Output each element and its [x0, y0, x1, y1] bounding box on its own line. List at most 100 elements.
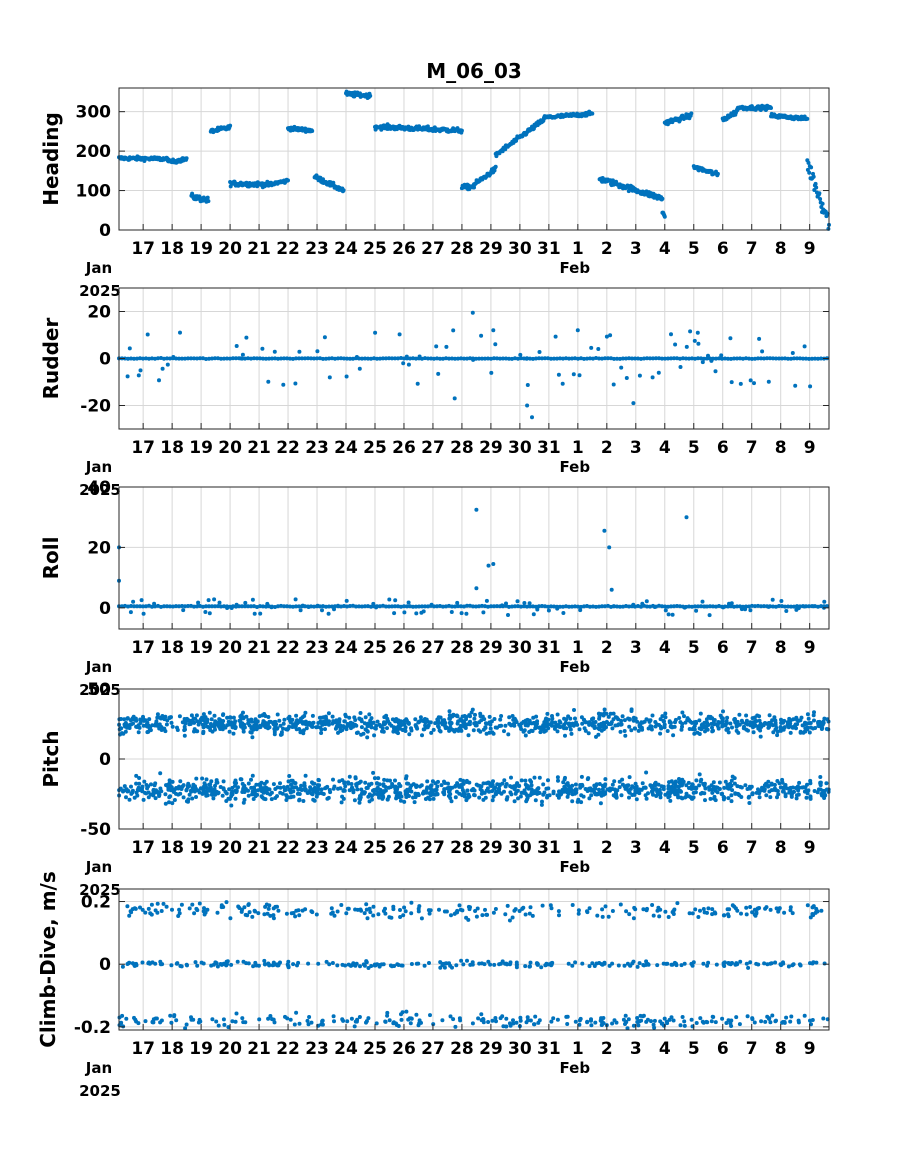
data-point	[572, 791, 577, 796]
data-point	[573, 782, 578, 787]
data-point	[228, 715, 233, 720]
data-point	[398, 915, 403, 919]
x-tick-label: 8	[775, 239, 787, 259]
data-point	[186, 604, 190, 608]
data-point	[402, 610, 407, 615]
data-point	[816, 356, 820, 361]
data-point	[199, 960, 204, 965]
data-point	[611, 793, 616, 798]
data-point	[752, 1020, 757, 1025]
data-point	[163, 801, 168, 806]
data-point	[712, 910, 717, 915]
data-point	[297, 356, 301, 361]
data-point	[194, 776, 199, 781]
data-point	[409, 789, 414, 794]
data-point	[121, 731, 126, 736]
data-point	[320, 608, 324, 613]
data-point	[423, 356, 427, 361]
data-point	[565, 1022, 570, 1026]
y-axis-label: Rudder	[39, 318, 63, 400]
data-point	[794, 796, 799, 801]
data-point	[596, 732, 601, 737]
data-point	[600, 783, 605, 788]
data-point	[368, 93, 373, 98]
data-point	[735, 356, 739, 361]
data-point	[540, 356, 544, 361]
data-point	[447, 716, 452, 721]
data-point	[119, 726, 124, 731]
x-tick-label: 24	[334, 239, 358, 259]
data-point	[585, 356, 589, 361]
x-tick-label: 1	[572, 638, 584, 658]
data-point	[403, 792, 408, 797]
data-point	[184, 1022, 189, 1027]
data-point	[480, 356, 484, 361]
data-point	[358, 964, 362, 969]
data-point	[143, 790, 147, 795]
x-tick-label: 7	[746, 638, 758, 658]
data-point	[788, 730, 793, 735]
data-point	[812, 710, 816, 715]
x-tick-label: 30	[508, 438, 532, 458]
data-point	[757, 336, 762, 341]
data-point	[579, 774, 584, 779]
data-point	[141, 611, 146, 616]
data-point	[446, 794, 451, 798]
data-point	[300, 356, 304, 361]
data-point	[507, 918, 512, 923]
data-point	[438, 356, 442, 361]
data-point	[513, 718, 518, 723]
data-point	[239, 777, 244, 782]
data-point	[668, 720, 673, 725]
data-point	[349, 1016, 354, 1021]
data-point	[481, 610, 486, 615]
data-point	[476, 783, 481, 788]
data-point	[570, 356, 574, 361]
data-point	[676, 795, 681, 800]
data-point	[339, 356, 343, 361]
data-point	[603, 777, 608, 782]
data-point	[155, 901, 160, 906]
data-point	[611, 717, 616, 722]
data-point	[755, 713, 760, 718]
data-point	[510, 915, 515, 920]
data-point	[229, 962, 234, 967]
data-point	[523, 778, 528, 783]
data-point	[602, 707, 607, 712]
data-point	[169, 720, 174, 725]
data-point	[414, 961, 419, 966]
data-point	[716, 720, 721, 724]
data-point	[122, 717, 127, 722]
data-point	[729, 601, 734, 606]
data-point	[495, 356, 499, 361]
data-point	[633, 356, 637, 361]
data-point	[350, 724, 355, 729]
data-point	[577, 727, 582, 732]
data-point	[348, 963, 353, 968]
data-point	[204, 777, 209, 782]
data-point	[484, 731, 489, 736]
data-point	[177, 907, 182, 912]
data-point	[184, 799, 189, 804]
data-point	[479, 961, 484, 966]
data-point	[429, 356, 433, 361]
x-tick-label: 17	[131, 239, 155, 259]
data-point	[215, 910, 220, 915]
x-tick-label: 19	[189, 638, 213, 658]
data-point	[798, 963, 803, 968]
data-point	[515, 788, 520, 793]
data-point	[556, 909, 561, 914]
data-point	[698, 711, 703, 716]
x-tick-label: 25	[363, 239, 387, 259]
data-point	[345, 722, 350, 726]
data-point	[372, 356, 376, 361]
data-point	[574, 720, 578, 725]
data-point	[168, 356, 172, 361]
data-point	[170, 907, 174, 912]
data-point	[279, 730, 284, 735]
data-point	[396, 356, 400, 361]
data-point	[523, 912, 528, 917]
data-point	[170, 801, 175, 806]
data-point	[344, 911, 349, 916]
